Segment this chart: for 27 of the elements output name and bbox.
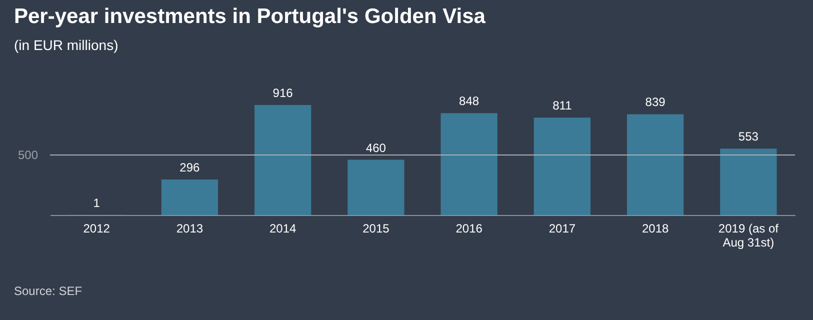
bar: [626, 114, 684, 215]
x-tick-label: 2019 (as of Aug 31st): [718, 222, 780, 250]
ref-line-label: 500: [18, 148, 38, 162]
x-tick-label: 2014: [269, 222, 296, 236]
bar: [440, 113, 498, 215]
data-label: 296: [180, 160, 200, 174]
x-tick-label: 2015: [362, 222, 390, 236]
data-label: 553: [738, 130, 759, 144]
data-label: 839: [645, 95, 666, 110]
bar: [254, 105, 312, 215]
x-tick-label: 2012: [83, 222, 110, 236]
x-tick-label: 2017: [548, 222, 576, 236]
data-label: 1: [93, 196, 100, 210]
bar: [720, 148, 777, 215]
data-label: 460: [366, 140, 386, 155]
chart-title: Per-year investments in Portugal's Golden Visa: [14, 5, 486, 28]
bar: [161, 179, 218, 215]
data-label: 916: [272, 86, 294, 100]
bar: [534, 118, 591, 215]
bar: [348, 160, 404, 215]
data-label: 848: [459, 94, 480, 108]
x-tick-label: 2013: [176, 222, 204, 236]
chart-subtitle: (in EUR millions): [14, 37, 118, 53]
data-label: 811: [552, 98, 572, 113]
x-tick-label: 2016: [456, 222, 483, 236]
x-tick-label: 2018: [642, 222, 669, 236]
source-note: Source: SEF: [14, 284, 82, 298]
